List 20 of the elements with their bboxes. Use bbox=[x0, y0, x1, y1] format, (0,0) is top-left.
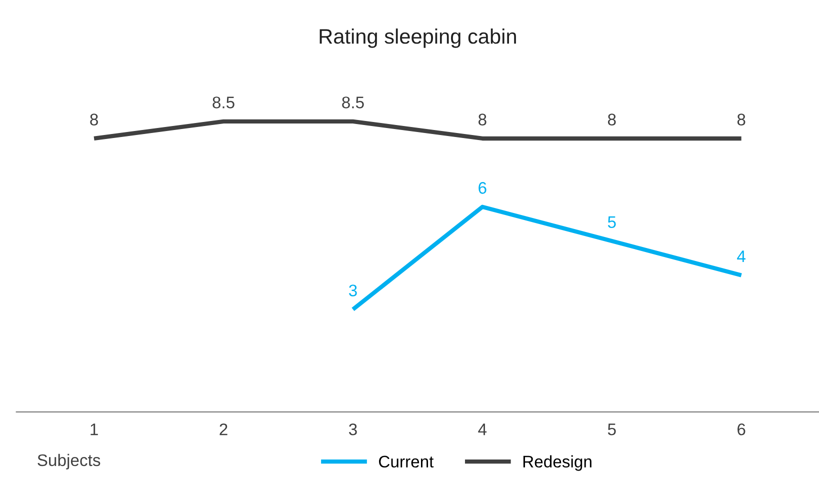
x-tick-label: 3 bbox=[348, 423, 357, 436]
data-label: 3 bbox=[348, 284, 357, 296]
data-label: 8.5 bbox=[342, 96, 364, 108]
legend-label: Redesign bbox=[523, 455, 592, 471]
x-tick-label: 1 bbox=[90, 424, 98, 436]
x-tick-label: 6 bbox=[738, 423, 746, 436]
data-label: 5 bbox=[608, 216, 616, 228]
data-label: 6 bbox=[478, 182, 486, 194]
data-label: 8 bbox=[608, 114, 616, 126]
data-label: 8 bbox=[478, 114, 486, 126]
legend-label: Current bbox=[379, 456, 434, 468]
x-tick-label: 2 bbox=[220, 423, 228, 436]
x-tick-label: 4 bbox=[478, 424, 487, 436]
x-axis-title: Subjects bbox=[38, 454, 100, 470]
data-label: 8.5 bbox=[212, 96, 234, 108]
data-label: 8 bbox=[90, 114, 98, 126]
data-label: 4 bbox=[737, 250, 746, 262]
x-tick-label: 5 bbox=[608, 424, 616, 436]
chart-title: Rating sleeping cabin bbox=[320, 28, 516, 48]
data-label: 8 bbox=[737, 114, 746, 126]
